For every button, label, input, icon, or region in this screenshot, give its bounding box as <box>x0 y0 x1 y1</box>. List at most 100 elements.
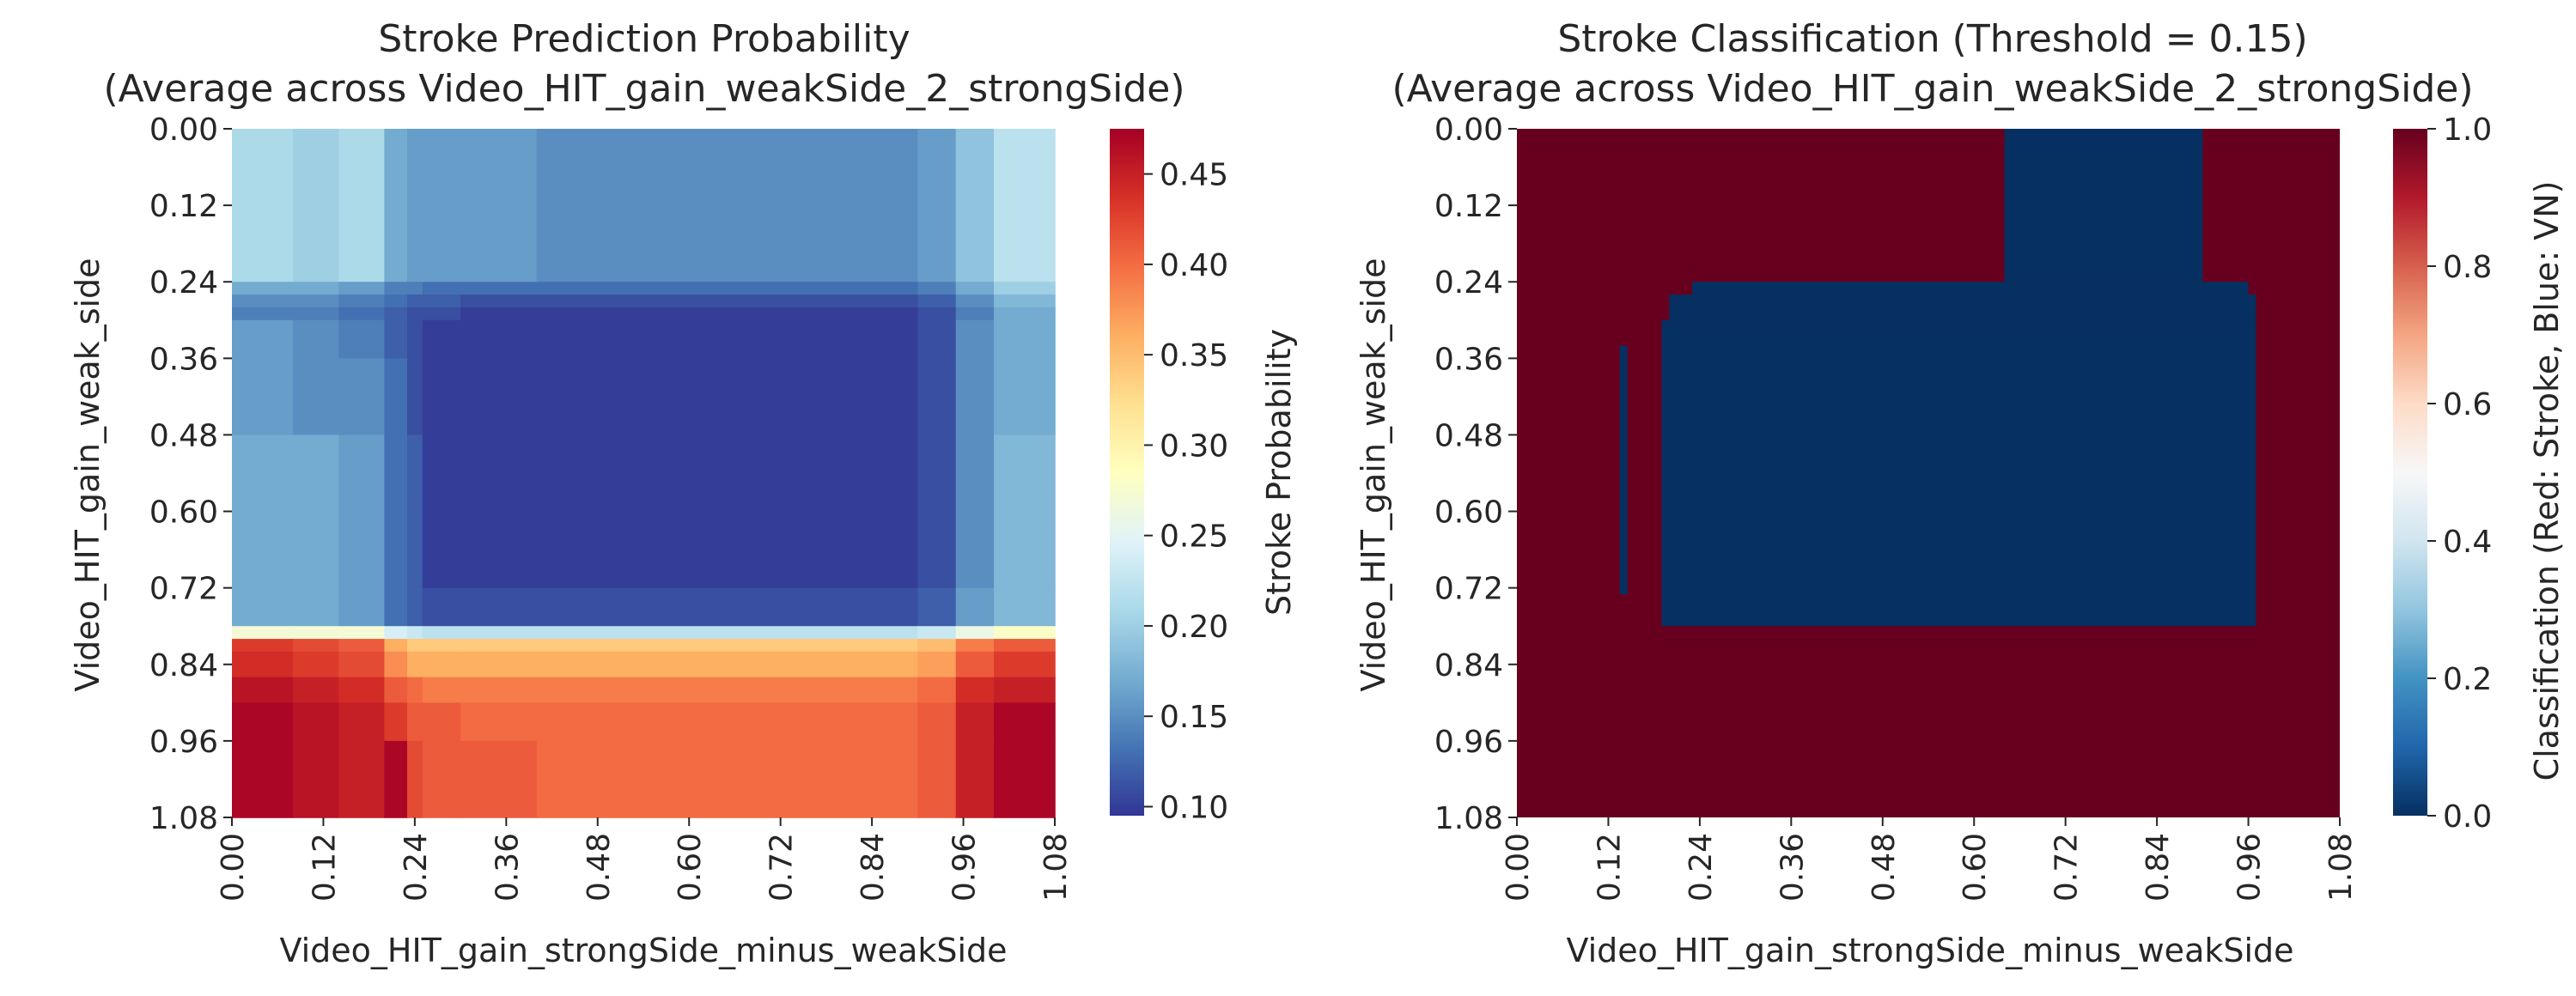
heatmap-cell <box>955 129 995 283</box>
heatmap-cell <box>292 295 339 308</box>
heatmap-cell <box>338 639 386 653</box>
heatmap-cell <box>673 677 919 704</box>
heatmap-cell <box>422 129 461 283</box>
heatmap-cell <box>338 651 386 678</box>
colorbar-tick-label: 0.15 <box>1160 700 1228 735</box>
colorbar-tick-label: 0.35 <box>1160 338 1228 374</box>
y-tick-label: 1.08 <box>149 801 218 836</box>
heatmap-cell <box>460 319 538 360</box>
heatmap-cell <box>917 282 957 295</box>
colorbar-tick-label: 0.10 <box>1160 790 1228 825</box>
chart-title-line2: (Average across Video_HIT_gain_weakSide_… <box>103 67 1184 111</box>
x-tick-label: 0.48 <box>1867 833 1902 902</box>
heatmap-cell <box>673 511 919 589</box>
heatmap-cell <box>384 651 408 678</box>
heatmap-cell <box>232 626 294 640</box>
heatmap-cell <box>292 129 339 283</box>
x-tick-label: 0.96 <box>2232 833 2268 902</box>
heatmap-cell <box>407 282 423 295</box>
heatmap-cell <box>422 639 461 653</box>
heatmap-cell <box>460 295 538 308</box>
heatmap-cell <box>673 307 919 321</box>
heatmap-cell <box>460 434 538 513</box>
heatmap-cell <box>407 740 423 818</box>
heatmap-cell <box>955 740 995 818</box>
y-tick-label: 0.12 <box>1434 189 1503 224</box>
heatmap-cell <box>536 702 675 742</box>
heatmap-cell <box>994 434 1056 513</box>
y-axis-ticks: 0.00 0.12 0.24 0.36 0.48 0.60 0.72 0.84 0.96 1.08 <box>149 112 232 836</box>
heatmap-cell <box>955 639 995 653</box>
heatmap-cell <box>460 129 538 283</box>
x-tick-label: 0.36 <box>1775 833 1810 902</box>
heatmap-cell <box>338 129 386 283</box>
heatmap-cell <box>422 651 461 678</box>
heatmap-cell <box>407 129 423 283</box>
heatmap-cell <box>994 282 1056 295</box>
heatmap-cell <box>407 702 423 742</box>
heatmap-cell <box>338 626 386 640</box>
heatmap-cell <box>536 319 675 360</box>
y-tick-label: 0.24 <box>1434 265 1503 301</box>
heatmap-cell <box>536 434 675 513</box>
heatmap-cell <box>422 740 461 818</box>
heatmap-cell <box>338 511 386 589</box>
classification-region <box>1661 319 2256 627</box>
x-tick-label: 0.84 <box>2141 833 2176 902</box>
heatmap-cell <box>994 358 1056 436</box>
heatmap-cell <box>917 639 957 653</box>
x-tick-label: 0.72 <box>764 833 800 902</box>
colorbar <box>2393 129 2427 816</box>
heatmap-cell <box>955 511 995 589</box>
heatmap-cell <box>422 282 461 295</box>
y-tick-label: 1.08 <box>1434 801 1503 836</box>
probability-heatmap-panel: Stroke Prediction Probability (Average a… <box>69 17 1298 969</box>
heatmap-cell <box>917 511 957 589</box>
heatmap-cell <box>460 587 538 628</box>
heatmap-cell <box>955 651 995 678</box>
heatmap-cell <box>536 677 675 704</box>
heatmap-cell <box>917 587 957 628</box>
heatmap-cell <box>673 295 919 308</box>
heatmap-cell <box>422 319 461 360</box>
heatmap-cell <box>994 307 1056 321</box>
heatmap-cell <box>338 358 386 436</box>
heatmap-cell <box>232 358 294 436</box>
y-tick-label: 0.96 <box>1434 725 1503 760</box>
heatmap-cell <box>955 282 995 295</box>
colorbar <box>1110 129 1144 816</box>
heatmap-cell <box>536 358 675 436</box>
classification-heatmap-panel: Stroke Classification (Threshold = 0.15)… <box>1355 17 2566 969</box>
heatmap-cell <box>338 282 386 295</box>
heatmap-cell <box>994 639 1056 653</box>
heatmap-cell <box>407 358 423 436</box>
colorbar-tick-label: 0.20 <box>1160 610 1228 645</box>
heatmap-cell <box>232 511 294 589</box>
heatmap-cell <box>407 587 423 628</box>
heatmap-cell <box>338 319 386 360</box>
x-tick-label: 1.08 <box>2323 833 2359 902</box>
heatmap-cell <box>338 702 386 742</box>
heatmap-cell <box>536 587 675 628</box>
heatmap-cell <box>994 319 1056 360</box>
heatmap-cell <box>536 282 675 295</box>
heatmap-cell <box>917 677 957 704</box>
heatmap-cell <box>232 282 294 295</box>
colorbar-ticks: 0.0 0.2 0.4 0.6 0.8 1.0 <box>2427 112 2492 835</box>
heatmap-cell <box>232 295 294 308</box>
chart-title-line1: Stroke Classification (Threshold = 0.15) <box>1557 17 2307 61</box>
heatmap-cell <box>917 626 957 640</box>
y-tick-label: 0.72 <box>1434 572 1503 607</box>
heatmap-cell <box>407 319 423 360</box>
heatmap-cell <box>460 511 538 589</box>
colorbar-tick-label: 0.4 <box>2443 525 2492 560</box>
y-tick-label: 0.00 <box>1434 112 1503 148</box>
x-tick-label: 0.48 <box>582 833 617 902</box>
heatmap-cell <box>407 307 423 321</box>
y-tick-label: 0.24 <box>149 265 218 301</box>
colorbar-tick-label: 0.2 <box>2443 662 2492 697</box>
heatmap-cells <box>1517 129 2340 817</box>
heatmap-cell <box>460 307 538 321</box>
y-tick-label: 0.84 <box>1434 648 1503 683</box>
